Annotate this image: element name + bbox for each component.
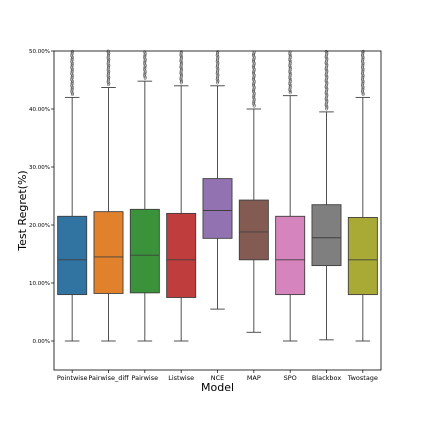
iqr-box — [93, 211, 124, 294]
x-axis-ticks: Pointwise Pairwise_diff Pairwise Listwise NC… — [57, 370, 378, 382]
y-tick-label: 50.00% — [29, 49, 50, 55]
y-tick-label: 0.00% — [33, 339, 50, 345]
box-map — [238, 50, 269, 333]
outlier-points — [70, 49, 74, 96]
outlier-point — [288, 51, 292, 55]
y-tick-label: 30.00% — [29, 165, 50, 171]
outlier-point — [180, 50, 183, 54]
box-pointwise — [57, 49, 88, 342]
x-tick-label: Pointwise — [57, 374, 88, 382]
x-tick-label: Pairwise_diff — [88, 374, 129, 382]
x-tick-label: Twostage — [347, 374, 378, 382]
box-blackbox — [311, 49, 342, 341]
outlier-points — [143, 50, 147, 80]
iqr-box — [347, 217, 378, 296]
box-pairwise — [129, 50, 160, 342]
outlier-points — [215, 50, 220, 85]
outlier-points — [106, 49, 111, 87]
outlier-point — [179, 51, 183, 55]
plot-area — [57, 49, 378, 342]
outlier-points — [179, 50, 183, 85]
iqr-box — [202, 178, 233, 239]
outlier-point — [252, 51, 256, 55]
iqr-box — [166, 212, 197, 298]
x-tick-label: Blackbox — [312, 374, 341, 382]
box-nce — [202, 50, 233, 310]
x-tick-label: Listwise — [168, 374, 194, 382]
box-pairwise-diff — [93, 49, 124, 342]
box-listwise — [166, 50, 197, 342]
x-tick-label: MAP — [247, 374, 261, 382]
box-twostage — [347, 49, 378, 342]
y-axis-ticks: 0.00% 10.00% 20.00% 30.00% 40.00% 50.00% — [29, 49, 54, 345]
box-spo — [275, 50, 306, 342]
iqr-box — [129, 208, 160, 294]
y-tick-label: 10.00% — [29, 281, 50, 287]
x-tick-label: Pairwise — [132, 374, 159, 382]
outlier-point — [216, 50, 220, 54]
outlier-points — [288, 50, 292, 95]
iqr-box — [57, 215, 88, 296]
y-tick-label: 40.00% — [29, 107, 50, 113]
y-axis-title: Test Regret(%) — [16, 170, 29, 251]
iqr-box — [275, 215, 306, 296]
x-axis-title: Model — [201, 381, 234, 394]
outlier-point — [216, 51, 219, 55]
y-tick-label: 20.00% — [29, 223, 50, 229]
outlier-points — [361, 49, 365, 96]
outlier-points — [252, 50, 256, 108]
outlier-points — [324, 49, 329, 111]
x-tick-label: SPO — [284, 374, 297, 382]
iqr-box — [238, 199, 269, 261]
x-tick-label: NCE — [211, 374, 225, 382]
iqr-box — [311, 204, 342, 267]
